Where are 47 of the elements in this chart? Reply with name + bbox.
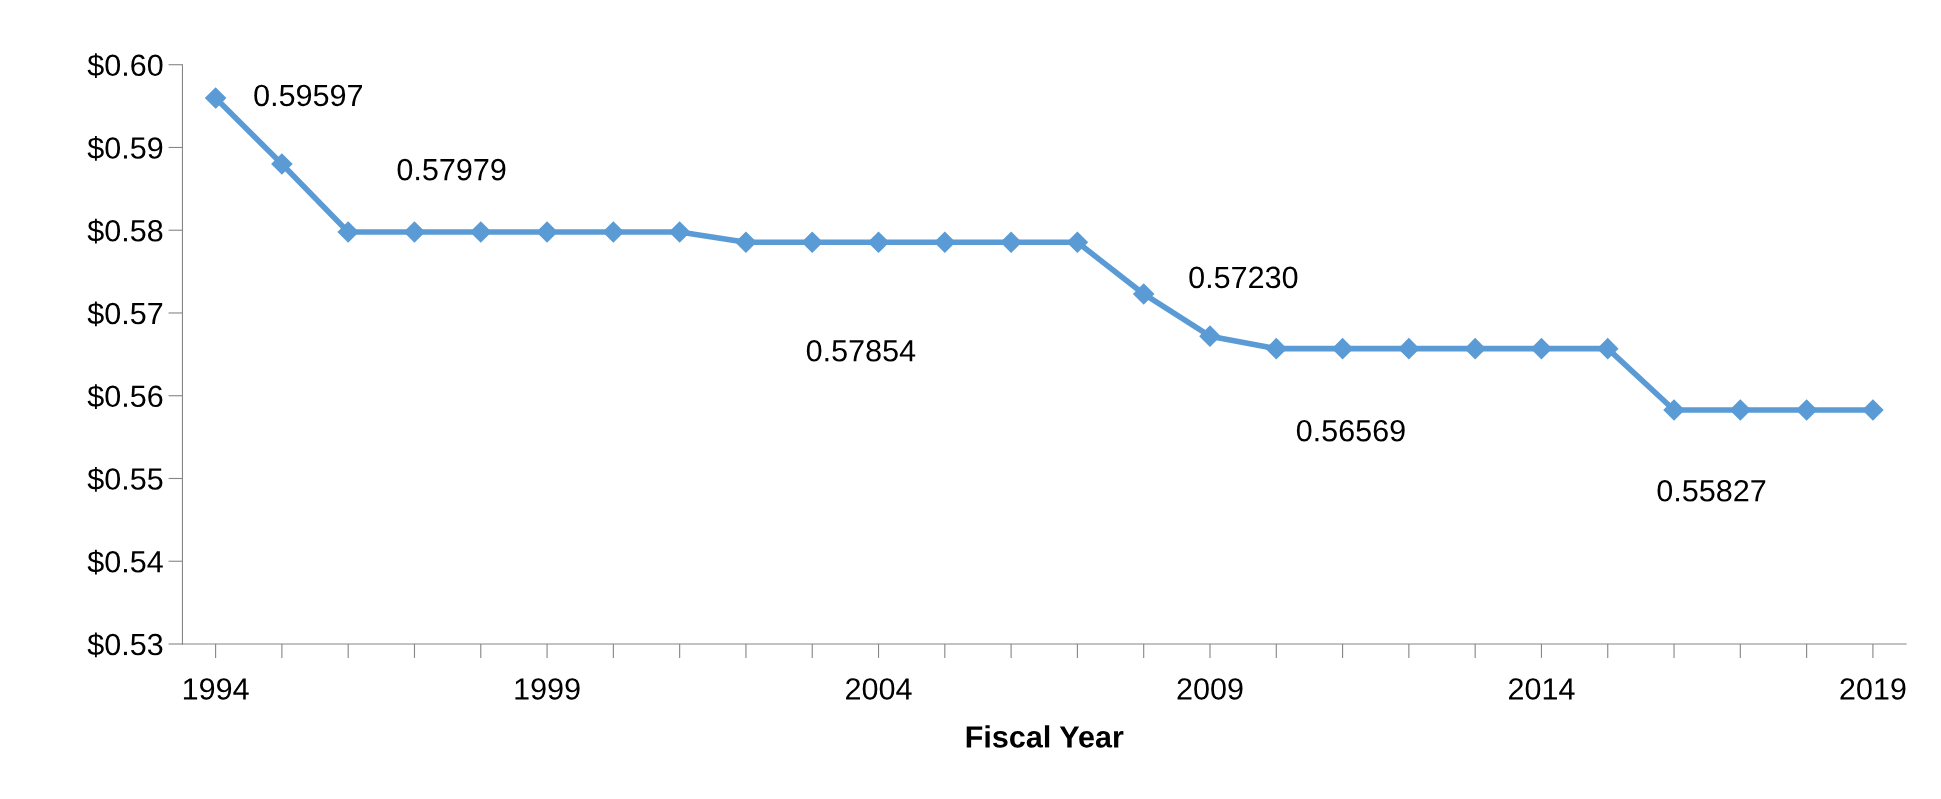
- y-tick-label: $0.55: [87, 466, 163, 492]
- point: [1663, 399, 1685, 421]
- point: [1398, 338, 1420, 360]
- data-label: 0.56569: [1296, 419, 1405, 442]
- point: [403, 221, 425, 243]
- point: [1133, 283, 1155, 305]
- data-label: 0.57979: [397, 158, 506, 181]
- point: [205, 87, 227, 109]
- point: [1862, 399, 1884, 421]
- point: [1530, 338, 1552, 360]
- point: [669, 221, 691, 243]
- x-axis-title: Fiscal Year: [966, 725, 1124, 748]
- x-tick-label: 2019: [1840, 678, 1906, 700]
- y-tick-label: $0.59: [87, 135, 163, 161]
- y-tick-label: $0.60: [87, 53, 163, 78]
- x-tick-label: 1999: [515, 678, 580, 700]
- x-tick-label: 2004: [846, 678, 912, 700]
- point: [337, 221, 359, 243]
- data-label: 0.55827: [1657, 479, 1766, 502]
- point: [271, 153, 293, 175]
- x-tick-label: 2009: [1177, 678, 1243, 700]
- x-tick-label: 2014: [1509, 678, 1575, 700]
- y-tick-label: $0.54: [87, 549, 163, 575]
- data-label: 0.59597: [254, 84, 363, 107]
- y-tick-label: $0.53: [87, 632, 163, 658]
- y-tick-label: $0.57: [87, 301, 163, 327]
- point: [1199, 325, 1221, 347]
- point: [1066, 231, 1088, 253]
- point: [1729, 399, 1751, 421]
- point: [602, 221, 624, 243]
- point: [868, 231, 890, 253]
- point: [1597, 338, 1619, 360]
- point: [735, 231, 757, 253]
- point: [536, 221, 558, 243]
- point: [1332, 338, 1354, 360]
- data-label: 0.57854: [806, 339, 916, 362]
- x-tick-label: 1994: [183, 678, 249, 700]
- point: [1265, 338, 1287, 360]
- point: [1000, 231, 1022, 253]
- point: [470, 221, 492, 243]
- point: [1796, 399, 1818, 421]
- y-tick-label: $0.56: [87, 384, 163, 409]
- data-label: 0.57230: [1189, 266, 1298, 289]
- y-tick-label: $0.58: [87, 218, 163, 244]
- point: [801, 231, 823, 253]
- point: [934, 231, 956, 253]
- point: [1464, 338, 1486, 360]
